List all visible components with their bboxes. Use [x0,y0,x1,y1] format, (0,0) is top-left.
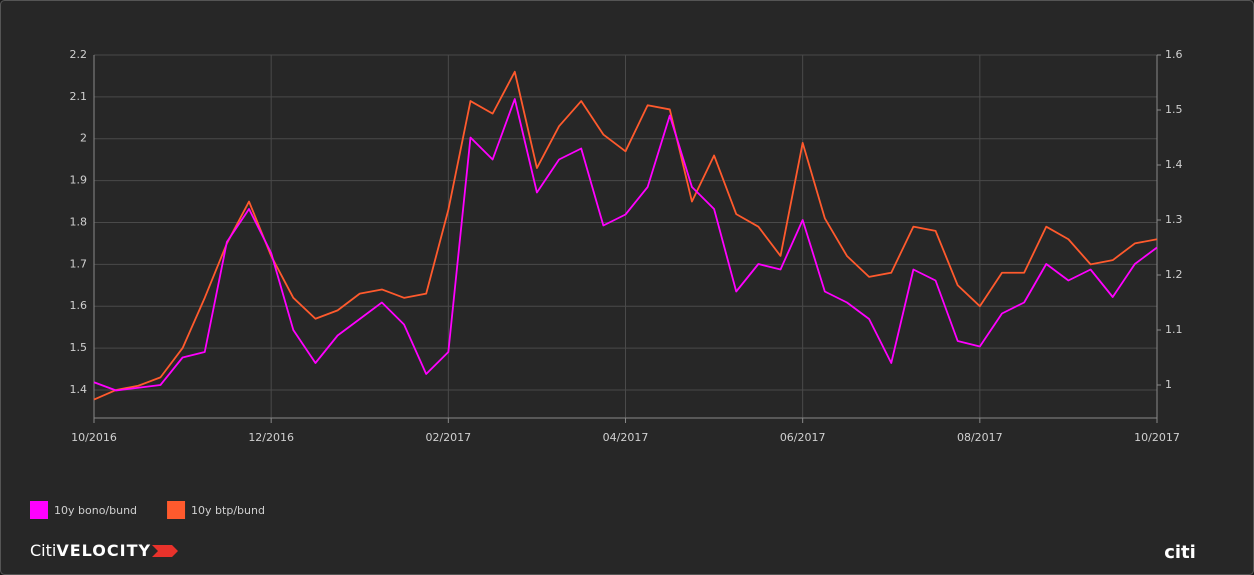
x-tick-label: 12/2016 [248,431,294,444]
series-line [93,98,1158,392]
y2-tick-label: 1.5 [1165,103,1183,116]
brand: CitiVELOCITY [30,541,151,560]
y2-tick-label: 1 [1165,378,1172,391]
x-tick-label: 10/2017 [1134,431,1180,444]
brand-arrow [152,545,178,557]
x-tick-label: 10/2016 [71,431,117,444]
y-tick-label: 1.7 [70,257,88,270]
y-tick-label: 1.5 [70,341,88,354]
legend-label: 10y btp/bund [191,504,265,517]
x-tick-label: 02/2017 [425,431,471,444]
brand-citi: Citi [30,541,56,560]
y-tick-label: 1.4 [70,383,88,396]
legend-swatch [167,501,186,519]
y2-tick-label: 1.2 [1165,268,1183,281]
y-tick-label: 2 [80,132,87,145]
x-tick-label: 06/2017 [780,431,826,444]
brand-velocity: VELOCITY [56,541,151,560]
y2-tick-label: 1.6 [1165,48,1183,61]
legend-label: 10y bono/bund [54,504,137,517]
y2-tick-label: 1.4 [1165,158,1183,171]
y-tick-label: 2.2 [70,48,88,61]
y-tick-label: 1.6 [70,299,88,312]
y2-tick-label: 1.1 [1165,323,1183,336]
legend-swatch [30,501,48,519]
y-tick-label: 2.1 [70,90,88,103]
logo: citi [1164,542,1196,563]
y-tick-label: 1.9 [70,174,88,187]
x-tick-label: 04/2017 [603,431,649,444]
x-tick-label: 08/2017 [957,431,1003,444]
y2-tick-label: 1.3 [1165,213,1183,226]
y-tick-label: 1.8 [70,215,88,228]
